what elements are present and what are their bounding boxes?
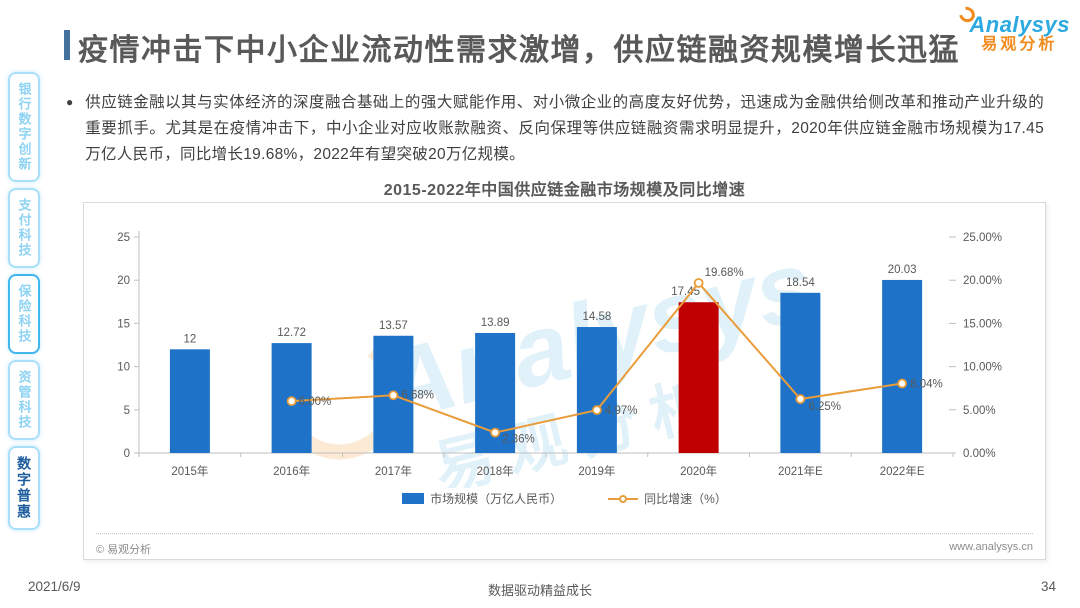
title-accent-bar: [64, 30, 70, 60]
sidebar-tab-payment-tech[interactable]: 支付科技: [8, 188, 40, 268]
sidebar: 银行数字创新 支付科技 保险科技 资管科技 数字普惠: [8, 72, 42, 530]
website-link[interactable]: www.analysys.cn: [949, 541, 1033, 553]
svg-text:8.04%: 8.04%: [910, 379, 943, 391]
bar-2015年: [169, 349, 210, 453]
bar-2020年: [678, 302, 719, 453]
legend-label-growth-rate: 同比增速（%）: [644, 492, 727, 506]
legend-item-growth-rate: 同比增速（%）: [608, 490, 727, 507]
sidebar-tab-insurance-tech[interactable]: 保险科技: [8, 274, 40, 354]
svg-text:12.72: 12.72: [277, 327, 306, 339]
bar-series-swatch-icon: [402, 493, 425, 504]
svg-text:0.00%: 0.00%: [963, 448, 996, 460]
bullet-icon: ●: [66, 95, 74, 109]
svg-text:10.00%: 10.00%: [963, 362, 1002, 374]
bar-2019年: [576, 327, 617, 453]
svg-text:6.25%: 6.25%: [808, 401, 841, 413]
marker-2016年: [286, 396, 297, 407]
svg-text:20: 20: [117, 275, 130, 287]
logo-brand-cn: 易观分析: [981, 35, 1058, 53]
footer-date: 2021/6/9: [28, 579, 81, 594]
marker-2018年: [490, 427, 501, 438]
svg-text:20.00%: 20.00%: [963, 275, 1002, 287]
svg-text:14.58: 14.58: [582, 311, 611, 323]
bar-2022年E: [882, 279, 923, 453]
sidebar-tab-digital-inclusion[interactable]: 数字普惠: [8, 446, 40, 530]
line-marker-icon: [619, 494, 628, 503]
line-series-swatch-icon: [608, 494, 639, 503]
sidebar-tab-asset-management-tech[interactable]: 资管科技: [8, 360, 40, 440]
marker-2021年E: [795, 394, 806, 404]
marker-2017年: [388, 390, 399, 401]
svg-text:2016年: 2016年: [273, 464, 310, 478]
svg-text:2019年: 2019年: [578, 464, 615, 478]
svg-text:2.36%: 2.36%: [502, 434, 535, 446]
svg-text:2018年: 2018年: [477, 464, 514, 478]
logo-brand: Analysys: [969, 12, 1070, 37]
svg-text:18.54: 18.54: [786, 277, 815, 289]
svg-text:19.68%: 19.68%: [705, 267, 744, 279]
svg-text:15.00%: 15.00%: [963, 318, 1002, 330]
page-title: 疫情冲击下中小企业流动性需求激增，供应链融资规模增长迅猛: [78, 34, 960, 67]
page-number: 34: [1040, 579, 1056, 594]
svg-text:2015年: 2015年: [171, 464, 208, 478]
svg-text:2022年E: 2022年E: [880, 464, 925, 478]
summary-block: ● 供应链金融以其与实体经济的深度融合基础上的强大赋能作用、对小微企业的高度友好…: [66, 90, 1044, 168]
svg-text:25: 25: [117, 232, 130, 244]
svg-text:2021年E: 2021年E: [778, 464, 823, 478]
source-note: © 易观分析: [96, 544, 152, 556]
svg-text:5.00%: 5.00%: [963, 405, 996, 417]
legend-item-market-size: 市场规模（万亿人民币）: [402, 490, 562, 507]
svg-text:15: 15: [117, 318, 130, 330]
svg-text:12: 12: [183, 333, 196, 345]
panel-footer: © 易观分析 www.analysys.cn: [96, 533, 1033, 557]
svg-text:0: 0: [124, 448, 130, 460]
legend-label-market-size: 市场规模（万亿人民币）: [430, 492, 563, 506]
sidebar-tab-bank-digital-innovation[interactable]: 银行数字创新: [8, 72, 40, 182]
marker-2020年: [693, 278, 704, 288]
marker-2022年E: [897, 378, 908, 389]
chart-legend: 市场规模（万亿人民币） 同比增速（%）: [84, 490, 1045, 507]
svg-text:13.57: 13.57: [379, 320, 408, 332]
bar-2021年E: [780, 292, 821, 453]
svg-text:6.00%: 6.00%: [299, 396, 332, 408]
svg-text:10: 10: [117, 362, 130, 374]
svg-text:13.89: 13.89: [481, 317, 510, 329]
svg-text:25.00%: 25.00%: [963, 232, 1002, 244]
marker-2019年: [591, 405, 602, 415]
svg-text:2020年: 2020年: [680, 464, 717, 478]
svg-text:4.97%: 4.97%: [605, 405, 638, 417]
growth-line: [286, 278, 908, 438]
analysys-logo: Analysys 易观分析: [956, 3, 1070, 54]
svg-text:20.03: 20.03: [888, 264, 917, 276]
footer-slogan: 数据驱动精益成长: [487, 583, 592, 598]
svg-text:5: 5: [124, 405, 130, 417]
summary-text: 供应链金融以其与实体经济的深度融合基础上的强大赋能作用、对小微企业的高度友好优势…: [85, 94, 1044, 163]
svg-text:6.68%: 6.68%: [401, 389, 434, 401]
svg-text:2017年: 2017年: [375, 464, 412, 478]
chart-title: 2015-2022年中国供应链金融市场规模及同比增速: [383, 182, 746, 199]
